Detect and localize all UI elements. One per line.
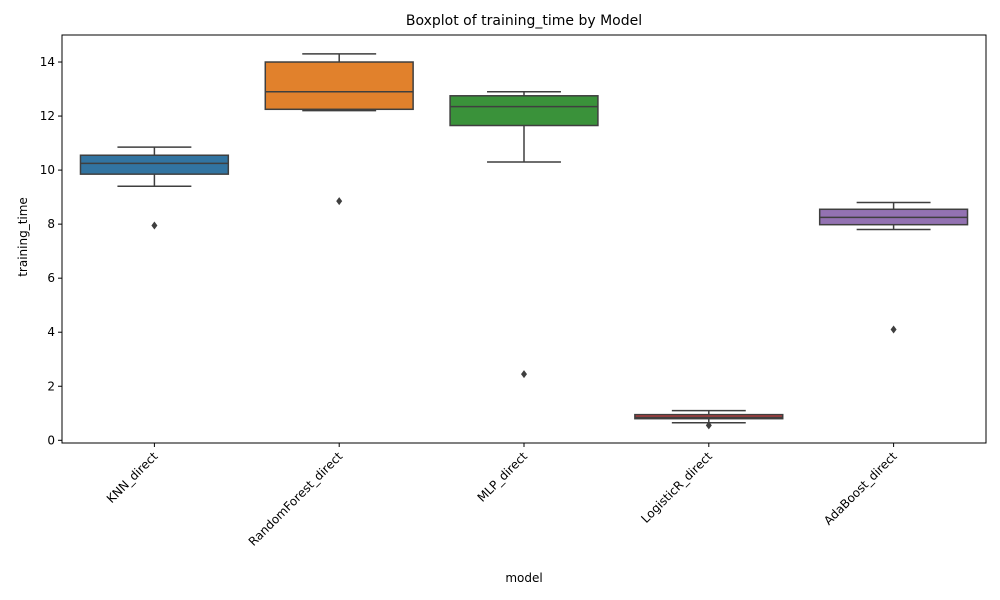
y-tick-label: 14 (40, 55, 55, 69)
x-tick-label: LogisticR_direct (638, 449, 715, 526)
box-group-LogisticR_direct (634, 409, 784, 430)
y-tick-label: 10 (40, 163, 55, 177)
box-group-KNN_direct (79, 146, 230, 230)
outlier-point (521, 370, 527, 379)
box-group-MLP_direct (449, 90, 599, 379)
x-tick-label: MLP_direct (475, 449, 531, 505)
box-MLP_direct (449, 95, 599, 127)
x-tick-label: AdaBoost_direct (821, 449, 900, 528)
box-RandomForest_direct (264, 61, 414, 111)
box-KNN_direct (79, 154, 230, 175)
x-tick-label: RandomForest_direct (246, 449, 346, 549)
y-axis-label: training_time (16, 197, 30, 277)
y-tick-label: 4 (47, 325, 55, 339)
outlier-point (336, 197, 343, 206)
y-tick-label: 0 (47, 433, 55, 447)
plot-area: 0 2 4 6 8 10 12 14 KNN_direct RandomForest_direct… (40, 34, 987, 549)
outlier-point (890, 325, 897, 334)
y-tick-label: 12 (40, 109, 55, 123)
chart-title: Boxplot of training_time by Model (406, 13, 642, 29)
outlier-point (151, 221, 158, 230)
x-tick-label: KNN_direct (104, 449, 161, 506)
box-group-RandomForest_direct (264, 53, 414, 206)
y-tick-label: 6 (47, 271, 55, 285)
y-tick-label: 8 (47, 217, 55, 231)
x-axis-label: model (505, 571, 542, 585)
outlier-point (705, 421, 712, 430)
box-group-AdaBoost_direct (818, 201, 969, 334)
y-tick-label: 2 (47, 379, 55, 393)
